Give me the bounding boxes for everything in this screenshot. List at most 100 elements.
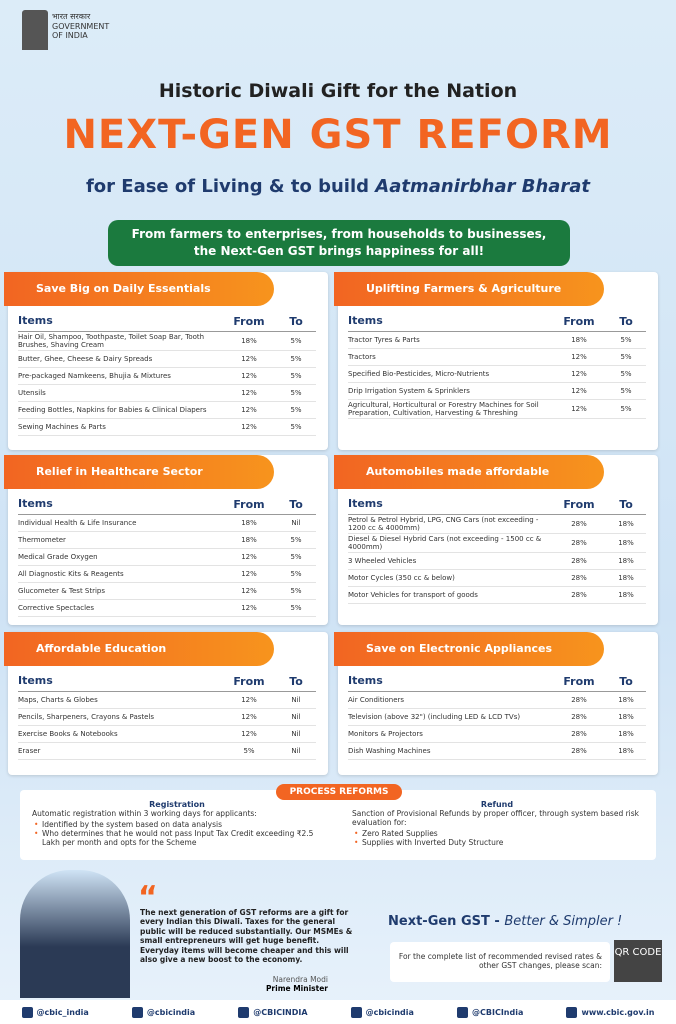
table-cell: 18%	[618, 539, 634, 548]
social-link[interactable]: @CBICIndia	[457, 1006, 523, 1018]
column-header: From	[233, 675, 265, 688]
column-header: To	[619, 498, 633, 511]
table-cell: 5%	[290, 423, 302, 432]
table-cell: 12%	[241, 713, 257, 721]
table-cell: Maps, Charts & Globes	[18, 695, 98, 704]
social-link[interactable]: @CBICINDIA	[238, 1006, 308, 1018]
table-cell: 5%	[290, 355, 302, 364]
table-row: Eraser 5% Nil	[18, 743, 316, 760]
table-cell: Drip Irrigation System & Sprinklers	[348, 386, 470, 395]
column-header: Items	[18, 314, 53, 328]
section-title: Relief in Healthcare Sector	[4, 455, 274, 489]
table-cell: 3 Wheeled Vehicles	[348, 557, 417, 566]
social-link[interactable]: @cbic_india	[21, 1006, 89, 1018]
portrait	[20, 870, 130, 998]
table-cell: 18%	[571, 336, 587, 344]
refund-heading: Refund	[480, 800, 514, 809]
table-cell: Nil	[291, 713, 301, 721]
refund-list: Zero Rated SuppliesSupplies with Inverte…	[352, 829, 642, 847]
table-cell: All Diagnostic Kits & Reagents	[18, 569, 124, 578]
table-cell: 28%	[571, 557, 587, 566]
social-icon	[350, 1006, 362, 1018]
column-header: To	[289, 315, 303, 328]
social-icon	[21, 1006, 33, 1018]
gov-en: OF INDIA	[52, 31, 88, 41]
social-icon	[131, 1006, 143, 1018]
table-row: Utensils 12% 5%	[18, 385, 316, 403]
table-row: Maps, Charts & Globes 12% Nil	[18, 692, 316, 709]
table-cell: 12%	[571, 387, 587, 395]
table-cell: 28%	[571, 591, 587, 600]
footer: @cbic_india @cbicindia @CBICINDIA @cbicindi…	[0, 1000, 676, 1024]
table-row: Individual Health & Life Insurance 18% Nil	[18, 515, 316, 532]
column-header: To	[289, 498, 303, 511]
social-link[interactable]: @cbicindia	[350, 1006, 414, 1018]
table-row: Feeding Bottles, Napkins for Babies & Cl…	[18, 402, 316, 420]
table-cell: Nil	[291, 519, 301, 527]
table-cell: 28%	[571, 539, 587, 548]
table-cell: Specified Bio-Pesticides, Micro-Nutrient…	[348, 369, 490, 378]
banner: From farmers to enterprises, from househ…	[108, 220, 570, 266]
table-cell: Medical Grade Oxygen	[18, 552, 98, 561]
column-header: To	[289, 675, 303, 688]
table-cell: 18%	[618, 713, 634, 721]
table-header: Items From To	[348, 672, 646, 692]
section-card: Relief in Healthcare Sector Items From To In…	[4, 455, 328, 625]
table-cell: Pencils, Sharpeners, Crayons & Pastels	[18, 712, 155, 721]
quote-mark: “	[138, 880, 158, 915]
table-cell: Eraser	[18, 746, 41, 755]
table-cell: 18%	[241, 519, 257, 527]
column-header: Items	[348, 674, 383, 688]
process-title: PROCESS REFORMS	[276, 784, 402, 800]
table-cell: 12%	[241, 587, 257, 595]
social-link[interactable]: @cbicindia	[131, 1006, 195, 1018]
column-header: Items	[348, 497, 383, 511]
table-cell: 18%	[241, 536, 257, 544]
section-title: Uplifting Farmers & Agriculture	[334, 272, 604, 306]
refund-intro: Sanction of Provisional Refunds by prope…	[352, 809, 640, 827]
column-header: To	[619, 315, 633, 328]
table-cell: Individual Health & Life Insurance	[18, 518, 137, 527]
table-header: Items From To	[348, 495, 646, 515]
section-title: Save on Electronic Appliances	[334, 632, 604, 666]
table-cell: 28%	[571, 747, 587, 755]
quote-name: Narendra Modi	[272, 975, 328, 984]
table-cell: 18%	[618, 696, 634, 704]
refund: Refund Sanction of Provisional Refunds b…	[352, 800, 642, 847]
table-header: Items From To	[348, 312, 646, 332]
table-cell: Nil	[291, 747, 301, 755]
table-cell: 5%	[290, 337, 302, 346]
table-cell: 28%	[571, 574, 587, 583]
registration-list: Identified by the system based on data a…	[32, 820, 322, 847]
table-cell: Petrol & Petrol Hybrid, LPG, CNG Cars (n…	[348, 516, 539, 533]
table-row: Pre-packaged Namkeens, Bhujia & Mixtures…	[18, 368, 316, 386]
table-cell: 28%	[571, 713, 587, 721]
social-handle: @CBICINDIA	[253, 1007, 308, 1017]
registration: Registration Automatic registration with…	[32, 800, 322, 847]
banner-line: From farmers to enterprises, from househ…	[131, 227, 547, 241]
table-header: Items From To	[18, 672, 316, 692]
table-cell: 18%	[618, 574, 634, 583]
table-row: Pencils, Sharpeners, Crayons & Pastels 12…	[18, 709, 316, 726]
table-cell: 28%	[571, 520, 587, 529]
column-header: Items	[18, 497, 53, 511]
section-card: Save on Electronic Appliances Items From To…	[334, 632, 658, 775]
quote-text: The next generation of GST reforms are a…	[140, 908, 353, 964]
table-cell: Diesel & Diesel Hybrid Cars (not exceedi…	[348, 535, 542, 552]
quote-role: Prime Minister	[265, 984, 328, 993]
table-cell: 18%	[618, 520, 634, 529]
table-row: Glucometer & Test Strips 12% 5%	[18, 583, 316, 600]
bullet: Who determines that he would not pass In…	[34, 829, 322, 847]
table-row: Tractor Tyres & Parts 18% 5%	[348, 332, 646, 349]
social-icon	[457, 1006, 469, 1018]
column-header: From	[563, 675, 595, 688]
social-link[interactable]: www.cbic.gov.in	[566, 1006, 654, 1018]
section-title: Automobiles made affordable	[334, 455, 604, 489]
table-row: Air Conditioners 28% 18%	[348, 692, 646, 709]
table-cell: 5%	[290, 587, 302, 595]
table-cell: 12%	[571, 353, 587, 361]
column-header: Items	[348, 314, 383, 328]
registration-intro: Automatic registration within 3 working …	[32, 809, 257, 818]
table-row: Specified Bio-Pesticides, Micro-Nutrient…	[348, 366, 646, 383]
registration-heading: Registration	[149, 800, 205, 809]
